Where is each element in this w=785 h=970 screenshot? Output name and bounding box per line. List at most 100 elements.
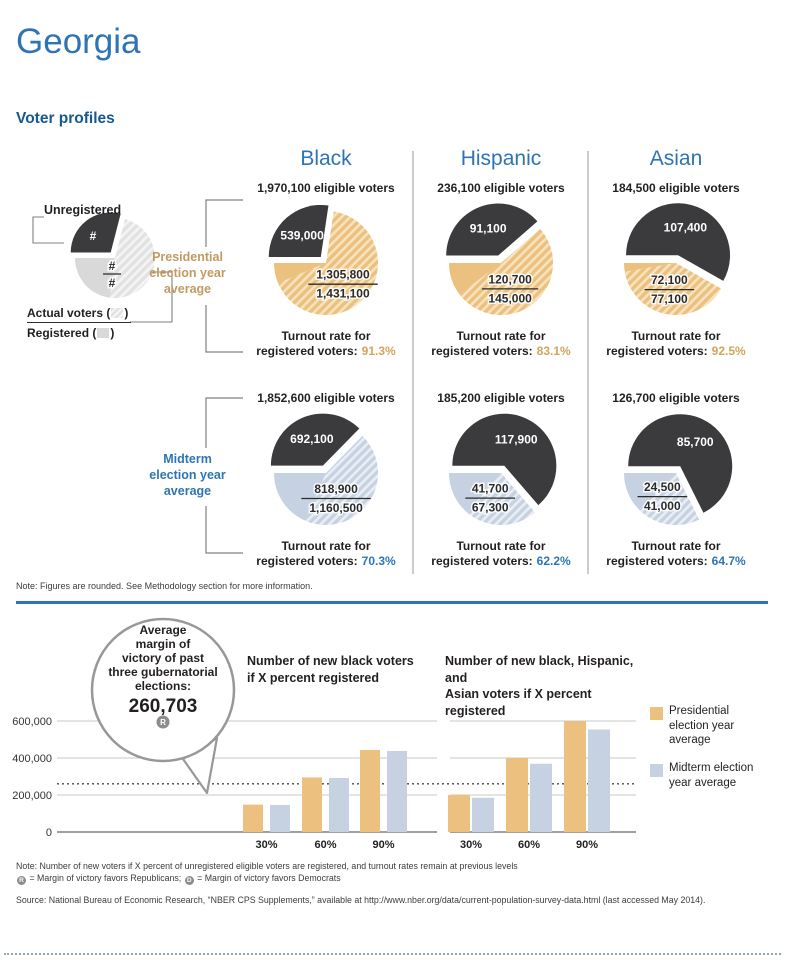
presidential-bracket — [205, 199, 243, 247]
turnout-caption: Turnout rate for registered voters: 92.5% — [606, 329, 746, 358]
registered-total-value: 41,000 — [644, 499, 681, 513]
turnout-rate-value: 83.1% — [536, 344, 571, 358]
eligible-voters-label: 1,852,600 eligible voters — [257, 391, 395, 405]
bar-presidential-30% — [243, 804, 263, 832]
pie-asian-presidential: 184,500 eligible voters 107,400 72,100 77,1… — [589, 181, 763, 359]
eligible-voters-label: 126,700 eligible voters — [612, 391, 740, 405]
unregistered-slice — [626, 203, 731, 281]
x-axis-tick-label: 60% — [518, 839, 540, 851]
pie-black-midterm: 1,852,600 eligible voters 692,100 818,900 1… — [239, 391, 413, 569]
bar-presidential-60% — [506, 758, 528, 832]
actual-voters-value: 120,700 — [488, 272, 532, 286]
paren: ) — [124, 305, 129, 320]
pie-asian-midterm: 126,700 eligible voters 85,700 24,500 41,00… — [589, 391, 763, 569]
group-header-black: Black — [300, 147, 352, 170]
actual-voters-swatch-icon — [111, 307, 124, 318]
republican-badge-icon — [156, 715, 170, 729]
y-axis-tick-label: 200,000 — [12, 790, 52, 802]
x-axis-tick-label: 60% — [314, 839, 336, 851]
actual-voters-slice — [467, 473, 535, 526]
unregistered-value: 91,100 — [470, 222, 507, 236]
turnout-rate-value: 92.5% — [711, 344, 746, 358]
turnout-caption: Turnout rate for registered voters: 91.3% — [256, 329, 396, 358]
actual-voters-slice — [305, 435, 378, 525]
registered-nonvoter-slice — [274, 263, 326, 284]
voter-pie-chart: 107,400 72,100 77,100 — [624, 203, 731, 315]
bar-presidential-90% — [360, 750, 380, 832]
actual-voters-slice — [278, 211, 379, 316]
voter-pie-chart: 85,700 24,500 41,000 — [624, 414, 733, 526]
unregistered-value: 539,000 — [280, 228, 324, 242]
registered-total-value: 145,000 — [488, 291, 532, 305]
legend-item-presidential: Presidential election year average — [650, 704, 775, 748]
unregistered-connector-line — [32, 216, 64, 244]
x-axis-tick-label: 30% — [255, 839, 277, 851]
x-axis-tick-label: 90% — [576, 839, 598, 851]
y-axis-tick-label: 0 — [46, 827, 52, 839]
row-label-midterm: Midterm election year average — [149, 452, 226, 498]
pie-hispanic-presidential: 236,100 eligible voters 91,100 120,700 145,… — [414, 181, 588, 359]
margin-of-victory-value: 260,703 — [129, 696, 198, 717]
actual-voters-slice — [459, 228, 554, 316]
turnout-rate-value: 64.7% — [711, 554, 746, 568]
bar-midterm-60% — [530, 763, 552, 832]
legend-actual-voters-text: Actual voters ( — [27, 305, 111, 320]
registered-nonvoter-slice — [274, 473, 326, 521]
unregistered-value: 692,100 — [290, 432, 334, 446]
pie-hispanic-midterm: 185,200 eligible voters 117,900 41,700 67,3… — [414, 391, 588, 569]
registered-total-value: 1,160,500 — [309, 501, 363, 515]
turnout-caption: Turnout rate for registered voters: 83.1% — [431, 329, 571, 358]
legend-item-midterm: Midterm election year average — [650, 761, 775, 790]
registered-nonvoter-slice — [624, 473, 676, 511]
page-title: Georgia — [16, 22, 141, 61]
pie-black-presidential: 1,970,100 eligible voters 539,000 1,305,80… — [239, 181, 413, 359]
callout-bubble — [90, 617, 236, 763]
registered-nonvoter-slice — [449, 263, 501, 295]
registered-total-value: 67,300 — [472, 501, 509, 515]
turnout-caption: Turnout rate for registered voters: 64.7% — [606, 539, 746, 568]
midterm-bracket — [205, 506, 243, 554]
y-axis-tick-label: 400,000 — [12, 753, 52, 765]
source-note: Source: National Bureau of Economic Rese… — [16, 895, 706, 905]
bubble-text-line: margin of — [136, 637, 192, 651]
legend-caption: Actual voters () Registered () — [27, 305, 131, 340]
group-header-hispanic: Hispanic — [460, 147, 542, 170]
legend-registered-text: Registered ( — [27, 325, 97, 340]
bar-midterm-90% — [588, 729, 610, 832]
legend-unregistered-label: Unregistered — [44, 203, 122, 217]
bar-midterm-30% — [472, 797, 494, 832]
hash-placeholder: # — [90, 229, 97, 243]
actual-voters-value: 72,100 — [651, 273, 688, 287]
bubble-text-line: elections: — [135, 679, 191, 693]
voter-pie-chart: 692,100 818,900 1,160,500 — [270, 413, 378, 525]
group-header-asian: Asian — [649, 147, 703, 170]
democrat-badge-icon: D — [184, 876, 194, 885]
actual-voters-value: 1,305,800 — [316, 268, 370, 282]
voter-pie-chart: 91,100 120,700 145,000 — [446, 203, 554, 316]
turnout-rate-value: 70.3% — [361, 554, 396, 568]
actual-voters-value: 41,700 — [472, 482, 509, 496]
legend-fraction-bar — [27, 322, 131, 323]
hash-placeholder: # — [109, 276, 116, 290]
unregistered-value: 117,900 — [495, 433, 538, 447]
eligible-voters-label: 184,500 eligible voters — [612, 181, 740, 195]
unregistered-slice — [628, 414, 733, 513]
registered-swatch-icon — [97, 327, 110, 338]
republican-badge-icon: R — [17, 876, 26, 885]
unregistered-value: 85,700 — [677, 435, 714, 449]
section-title: Voter profiles — [16, 110, 115, 127]
midterm-swatch-icon — [650, 764, 663, 777]
unregistered-slice — [268, 204, 329, 257]
chart-title-all-voters: Number of new black, Hispanic, and Asian… — [445, 654, 634, 718]
paren: ) — [110, 325, 115, 340]
republican-badge-letter: R — [160, 718, 166, 727]
unregistered-value: 107,400 — [664, 221, 708, 235]
x-axis-tick-label: 90% — [372, 839, 394, 851]
registered-total-value: 77,100 — [651, 292, 688, 306]
eligible-voters-label: 185,200 eligible voters — [437, 391, 565, 405]
turnout-caption: Turnout rate for registered voters: 62.2% — [431, 539, 571, 568]
bar-midterm-60% — [329, 777, 349, 832]
legend-actual-voters-label: Actual voters () — [27, 305, 131, 320]
registered-total-value: 1,431,100 — [316, 287, 370, 301]
